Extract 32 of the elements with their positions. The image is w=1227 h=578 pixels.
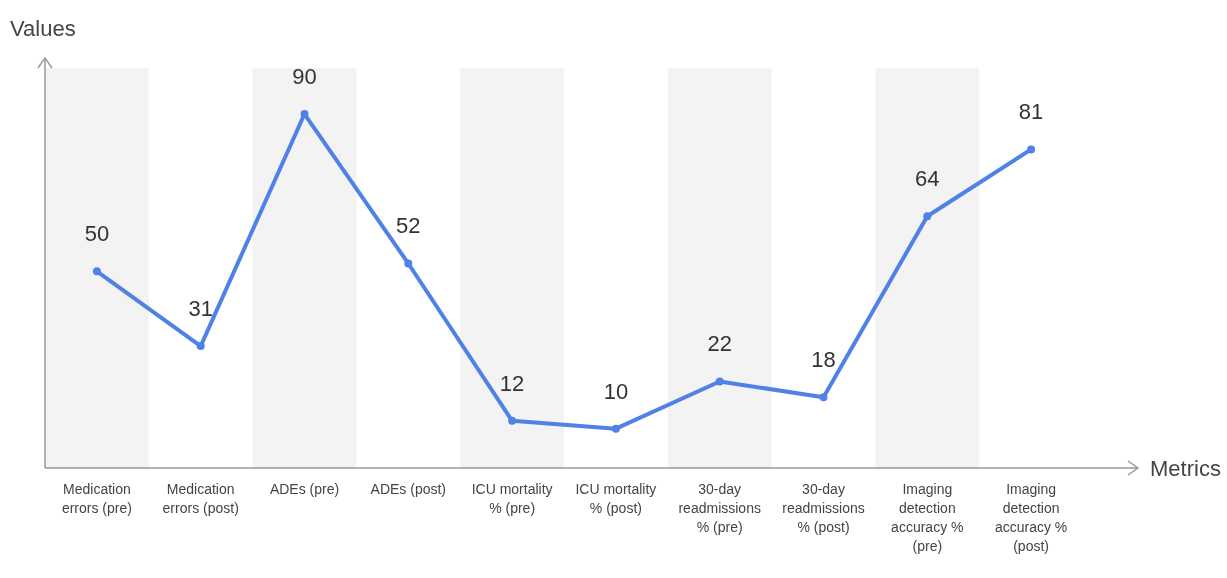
- point: [923, 212, 932, 221]
- point: [819, 393, 828, 402]
- x-axis-title: Metrics: [1150, 456, 1221, 481]
- x-tick-label: 30-day readmissions % (post): [782, 481, 865, 535]
- x-tick-label: ICU mortality % (post): [575, 481, 657, 516]
- x-tick-label: Medication errors (post): [162, 481, 239, 516]
- point: [92, 267, 101, 276]
- data-label: 64: [915, 166, 940, 192]
- data-label: 10: [603, 378, 629, 404]
- point: [508, 416, 517, 425]
- point: [404, 259, 413, 268]
- point: [715, 377, 724, 386]
- point: [611, 424, 620, 433]
- x-tick-label: Medication errors (pre): [61, 481, 132, 516]
- data-label: 81: [1018, 99, 1044, 125]
- point: [196, 342, 205, 351]
- x-tick-label: ADEs (post): [370, 481, 447, 497]
- x-tick-label: Imaging detection accuracy % (post): [994, 481, 1068, 554]
- data-label: 22: [707, 331, 732, 357]
- x-tick-label: 30-day readmissions % (pre): [678, 481, 761, 535]
- data-label: 18: [811, 347, 836, 373]
- x-tick-label: ADEs (pre): [269, 481, 340, 497]
- x-tick-label: ICU mortality % (pre): [471, 481, 553, 516]
- data-label: 31: [188, 296, 213, 322]
- point: [1027, 145, 1036, 154]
- y-axis-title: Values: [10, 16, 76, 41]
- data-label: 90: [292, 64, 317, 90]
- data-label: 12: [499, 370, 525, 396]
- data-label: 50: [84, 221, 110, 247]
- x-tick-label: Imaging detection accuracy % (pre): [891, 481, 964, 554]
- point: [300, 110, 309, 118]
- data-label: 52: [396, 213, 421, 239]
